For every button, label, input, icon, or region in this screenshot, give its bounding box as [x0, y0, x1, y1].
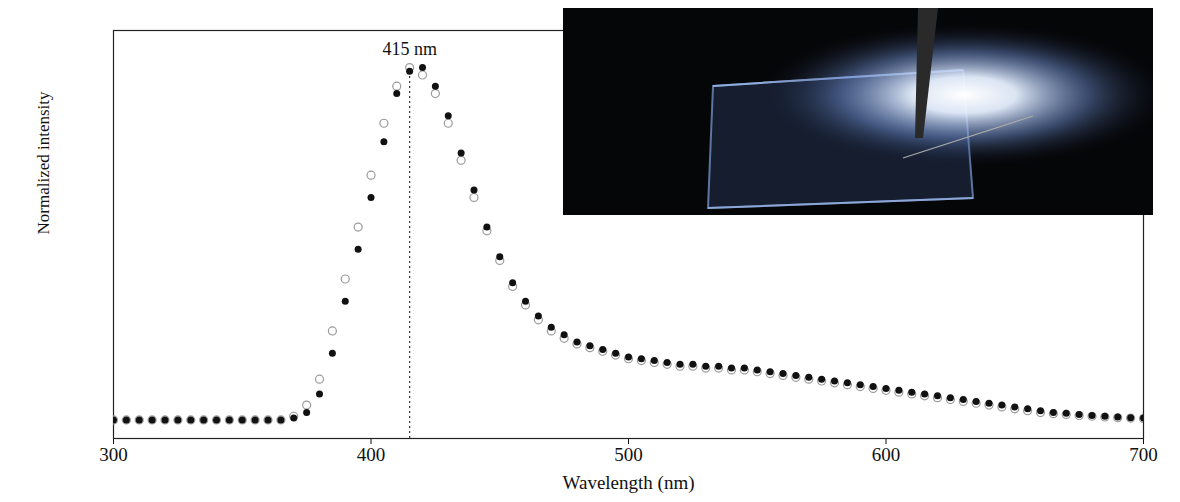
svg-text:300: 300 [99, 444, 128, 465]
svg-text:415 nm: 415 nm [382, 39, 437, 59]
svg-text:Normalized intensity: Normalized intensity [34, 91, 53, 235]
svg-text:500: 500 [614, 444, 643, 465]
svg-text:600: 600 [872, 444, 901, 465]
svg-text:Wavelength (nm): Wavelength (nm) [563, 472, 695, 494]
svg-text:700: 700 [1129, 444, 1158, 465]
svg-text:400: 400 [357, 444, 386, 465]
